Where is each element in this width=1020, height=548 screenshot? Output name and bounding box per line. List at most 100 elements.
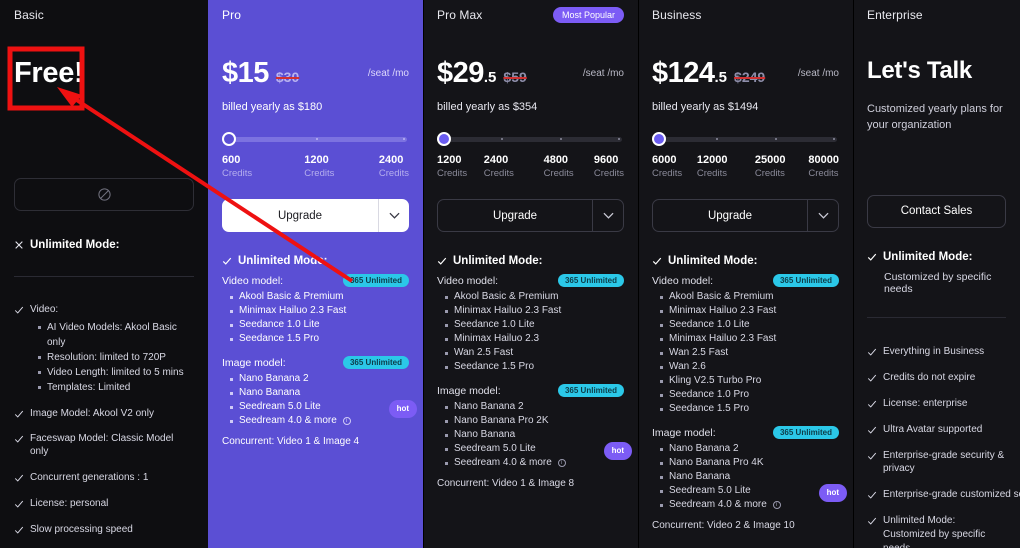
check-icon bbox=[14, 306, 24, 314]
group-label: Image model: bbox=[222, 357, 286, 369]
upgrade-label[interactable]: Upgrade bbox=[492, 209, 538, 222]
list-item: AI Video Models: Akool Basic only bbox=[38, 320, 194, 350]
plan-price-free: Free! bbox=[14, 57, 84, 89]
credit-unit: Credits bbox=[222, 168, 253, 179]
list-item: Nano Banana 2 bbox=[660, 442, 839, 456]
column-divider bbox=[638, 0, 639, 548]
list-item: Concurrent generations : 1 bbox=[14, 471, 194, 484]
plan-cta-disabled-button[interactable] bbox=[14, 178, 194, 211]
list-item: Faceswap Model: Classic Model only bbox=[14, 432, 194, 458]
credit-amount: 12000 bbox=[696, 154, 728, 166]
credit-option[interactable]: 1200 Credits bbox=[437, 154, 467, 180]
unlimited-mode-row: Unlimited Mode: bbox=[437, 255, 624, 267]
list-item: Akool Basic & Premium bbox=[660, 290, 839, 304]
info-icon[interactable]: i bbox=[342, 417, 351, 425]
group-label: Video model: bbox=[222, 275, 284, 287]
list-item: Seedream 4.0 & more i bbox=[230, 414, 409, 428]
list-item: Credits do not expire bbox=[867, 371, 1006, 384]
feature-label: Image Model: Akool V2 only bbox=[30, 408, 154, 419]
credits-labels: 6000 Credits 12000 Credits 25000 Credits… bbox=[652, 154, 839, 183]
credits-labels: 1200 Credits 2400 Credits 4800 Credits 9… bbox=[437, 154, 624, 183]
list-item: Nano Banana Pro 2K bbox=[445, 414, 624, 428]
feature-label: Video: bbox=[30, 304, 59, 315]
badge-hot: hot bbox=[603, 442, 632, 460]
plan-contact-sales-button[interactable]: Contact Sales bbox=[867, 194, 1006, 228]
video-model-list: Akool Basic & Premium Minimax Hailuo 2.3… bbox=[445, 290, 624, 374]
plan-billing-note: billed yearly as $180 bbox=[222, 101, 323, 113]
upgrade-label[interactable]: Upgrade bbox=[707, 209, 753, 222]
plan-title: Enterprise bbox=[867, 8, 923, 22]
badge-most-popular: Most Popular bbox=[552, 7, 624, 23]
features-pro-max: Unlimited Mode: Video model: 365 Unlimit… bbox=[437, 255, 632, 489]
plan-price-original: $30 bbox=[275, 69, 300, 85]
credit-unit: Credits bbox=[593, 168, 624, 179]
list-item: Akool Basic & Premium bbox=[445, 290, 624, 304]
slider-tick bbox=[560, 138, 563, 140]
credit-unit: Credits bbox=[543, 168, 574, 179]
feature-note: Customized by specific needs bbox=[883, 528, 986, 548]
credits-labels: 600 Credits 1200 Credits 2400 Credits bbox=[222, 154, 409, 183]
video-model-group-title: Video model: 365 Unlimited bbox=[437, 274, 624, 287]
credit-option[interactable]: 12000 Credits bbox=[697, 154, 728, 180]
check-icon bbox=[867, 253, 877, 261]
list-item: Seedance 1.0 Lite bbox=[230, 318, 409, 332]
list-item: Nano Banana 2 bbox=[445, 400, 624, 414]
check-icon bbox=[652, 257, 662, 265]
credit-option[interactable]: 4800 Credits bbox=[544, 154, 574, 180]
credit-option[interactable]: 2400 Credits bbox=[379, 154, 409, 180]
image-model-group-title: Image model: 365 Unlimited bbox=[222, 356, 409, 369]
slider-track[interactable] bbox=[656, 137, 837, 142]
list-item: Seedream 4.0 & more i bbox=[445, 456, 624, 470]
plan-upgrade-button[interactable]: Upgrade bbox=[652, 199, 839, 232]
plan-title: Business bbox=[652, 8, 702, 22]
credits-slider[interactable] bbox=[437, 132, 624, 146]
divider bbox=[14, 276, 194, 277]
list-item: Templates: Limited bbox=[38, 380, 194, 395]
slider-track[interactable] bbox=[441, 137, 622, 142]
check-icon bbox=[14, 435, 24, 443]
credits-slider[interactable] bbox=[652, 132, 839, 146]
list-item: Video Length: limited to 5 mins bbox=[38, 365, 194, 380]
upgrade-dropdown-toggle[interactable] bbox=[592, 200, 623, 231]
model-label: Seedream 4.0 & more bbox=[669, 499, 767, 510]
list-item: Seedance 1.5 Pro bbox=[445, 360, 624, 374]
feature-label: Enterprise-grade customized solutions bbox=[883, 488, 1020, 500]
list-item: Minimax Hailuo 2.3 Fast bbox=[230, 304, 409, 318]
plan-title: Basic bbox=[14, 8, 44, 22]
plan-upgrade-button[interactable]: Upgrade bbox=[437, 199, 624, 232]
group-label: Image model: bbox=[652, 427, 716, 439]
credit-option[interactable]: 6000 Credits bbox=[652, 154, 682, 180]
badge-365-unlimited: 365 Unlimited bbox=[557, 384, 624, 397]
credit-option[interactable]: 600 Credits bbox=[222, 154, 252, 180]
credit-option[interactable]: 2400 Credits bbox=[484, 154, 514, 180]
upgrade-dropdown-toggle[interactable] bbox=[807, 200, 838, 231]
upgrade-dropdown-toggle[interactable] bbox=[378, 199, 409, 232]
info-icon[interactable]: i bbox=[772, 501, 781, 509]
blocked-icon bbox=[97, 188, 111, 201]
check-icon bbox=[867, 374, 877, 382]
list-item: Ultra Avatar supported bbox=[867, 423, 1006, 436]
plan-title: Pro bbox=[222, 8, 241, 22]
plan-price-main: $29 bbox=[437, 57, 484, 89]
credit-option[interactable]: 9600 Credits bbox=[594, 154, 624, 180]
slider-knob[interactable] bbox=[437, 132, 451, 146]
slider-tick bbox=[775, 138, 778, 140]
image-model-list: Nano Banana 2 Nano Banana Pro 4K Nano Ba… bbox=[660, 442, 847, 512]
list-item: Resolution: limited to 720P bbox=[38, 350, 194, 365]
image-model-group-title: Image model: 365 Unlimited bbox=[437, 384, 624, 397]
features-enterprise: Unlimited Mode: Customized by specific n… bbox=[867, 251, 1020, 548]
credits-slider[interactable] bbox=[222, 132, 409, 146]
upgrade-label[interactable]: Upgrade bbox=[277, 209, 323, 222]
slider-knob[interactable] bbox=[222, 132, 236, 146]
plan-price-lets-talk: Let's Talk bbox=[867, 57, 972, 84]
credit-amount: 25000 bbox=[754, 154, 786, 166]
slider-knob[interactable] bbox=[652, 132, 666, 146]
info-icon[interactable]: i bbox=[557, 459, 566, 467]
credit-option[interactable]: 25000 Credits bbox=[755, 154, 786, 180]
plan-upgrade-button[interactable]: Upgrade bbox=[222, 199, 409, 232]
credit-option[interactable]: 1200 Credits bbox=[304, 154, 334, 180]
plan-price-original: $249 bbox=[734, 69, 766, 85]
credit-option[interactable]: 80000 Credits bbox=[808, 154, 839, 180]
list-item: Nano Banana 2 bbox=[230, 372, 409, 386]
